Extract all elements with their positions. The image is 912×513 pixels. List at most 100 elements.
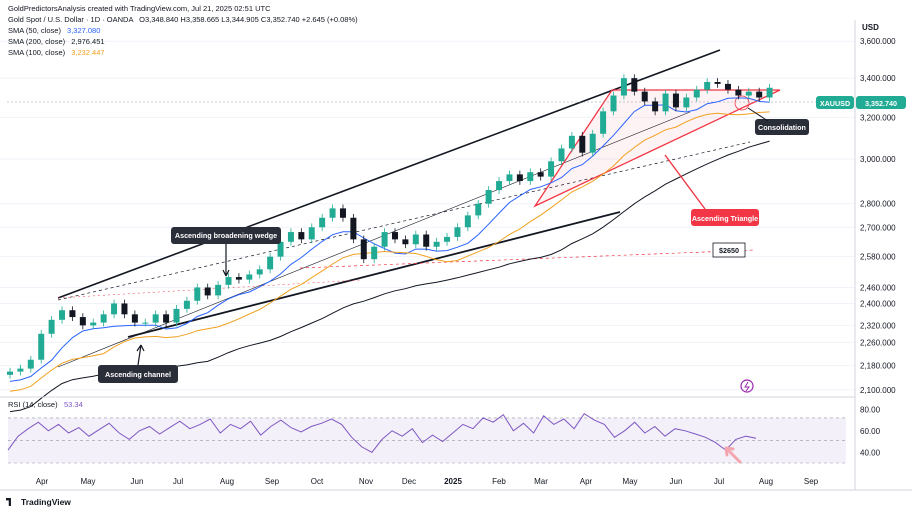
chart-title: GoldPredictorsAnalysis created with Trad… [8,4,271,13]
x-tick-label: Aug [759,477,773,486]
candle-body [90,322,97,326]
indicator-sma50-label: SMA (50, close) [8,26,61,35]
rsi-line [7,413,757,453]
candle-body [683,97,690,108]
consolidation-circle [734,95,750,111]
rsi-label: RSI (14, close) [8,400,58,409]
candle-body [433,241,440,247]
candle-body [371,246,378,260]
sma100-line [9,111,770,392]
candle-body [381,232,388,247]
symbol-name: Gold Spot / U.S. Dollar · 1D · OANDA [8,15,134,24]
indicator-sma200-value: 2,976.451 [71,37,105,46]
ohlc-values: O3,348.840 H3,358.665 L3,344.905 C3,352.… [139,15,358,24]
y-tick-label: 2,320.000 [860,321,896,330]
wedge-upper-line [57,49,721,299]
consolidation-label: Consolidation [758,123,806,132]
channel-lower-line [57,111,691,368]
candle-body [620,78,627,96]
x-tick-label: Sep [804,477,819,486]
candle-body [267,256,274,270]
candle-body [600,111,607,134]
consolidation-pointer [747,107,769,122]
candle-body [215,284,222,296]
candle-body [662,93,669,112]
y-tick-label: 3,200.000 [860,113,896,122]
x-tick-label: Jul [714,477,724,486]
candle-body [423,234,430,247]
rsi-pane [8,417,846,464]
indicator-sma200-label: SMA (200, close) [8,37,66,46]
rsi-arrow-icon [724,446,742,464]
candle-body [7,371,13,375]
level-label: $2650 [719,246,739,255]
y-tick-label: 3,600.000 [860,37,896,46]
candle-body [100,314,107,323]
candle-body [152,314,159,323]
tradingview-logo[interactable]: TradingView [6,497,71,507]
candle-body [183,300,190,309]
candle-body [693,89,700,98]
indicator-sma200[interactable]: SMA (200, close) 2,976.451 [8,37,105,47]
x-tick-label: Jun [131,477,144,486]
candle-body [548,161,555,177]
x-tick-label: Apr [580,477,593,486]
sma50-line [9,97,770,382]
tradingview-logo-text: TradingView [21,497,71,507]
candle-body [631,78,638,92]
triangle-pointer [664,154,706,210]
candle-body [59,310,66,320]
candle-body [516,174,523,182]
indicator-sma50-value: 3,327.080 [67,26,101,35]
candle-body [496,181,503,191]
wedge-label-arrow [222,244,230,277]
candle-body [79,317,86,326]
indicator-sma100-label: SMA (100, close) [8,48,66,57]
candle-body [641,91,648,102]
indicator-sma50[interactable]: SMA (50, close) 3,327.080 [8,26,100,36]
candle-body [329,208,336,218]
candle-body [454,227,461,237]
y-tick-label: 2,260.000 [860,338,896,347]
candle-body [756,91,763,98]
candle-body [194,287,201,301]
y-tick-label: 2,700.000 [860,223,896,232]
candle-body [412,234,419,245]
candle-body [672,93,679,108]
candle-body [392,232,398,240]
wedge-label: Ascending broadening wedge [175,231,277,240]
triangle-label: Ascending Triangle [692,214,758,223]
price-grid [0,40,855,391]
candle-body [308,227,315,240]
x-tick-label: Jun [670,477,683,486]
y-tick-label: 2,580.000 [860,253,896,262]
candle-body [745,91,752,96]
candle-body [173,308,180,323]
wedge-lower-line [127,211,621,338]
channel-label-box [98,365,178,383]
candle-body [319,217,326,228]
candle-body [287,232,294,242]
x-tick-label: Mar [534,477,548,486]
indicator-sma100[interactable]: SMA (100, close) 3,232.447 [8,48,105,58]
candle-body [339,208,346,218]
x-tick-label: Feb [492,477,506,486]
candle-body [464,215,471,228]
y-tick-label: 2,400.000 [860,299,896,308]
candle-body [298,232,305,240]
x-tick-label: Dec [402,477,416,486]
annotation-labels: Ascending broadening wedge Ascending chan… [98,96,906,393]
currency-label[interactable]: USD [862,23,879,32]
candle-body [350,217,357,240]
x-tick-label: Oct [311,477,324,486]
candle-body [131,314,138,323]
candle-body [142,322,149,324]
candle-body [558,148,565,162]
candle-body [475,203,482,216]
rsi-tick-label: 60.00 [860,427,881,436]
x-tick-label: Jul [173,477,183,486]
candle-body [235,277,242,280]
candle-body [163,314,170,323]
channel-label: Ascending channel [105,370,171,379]
